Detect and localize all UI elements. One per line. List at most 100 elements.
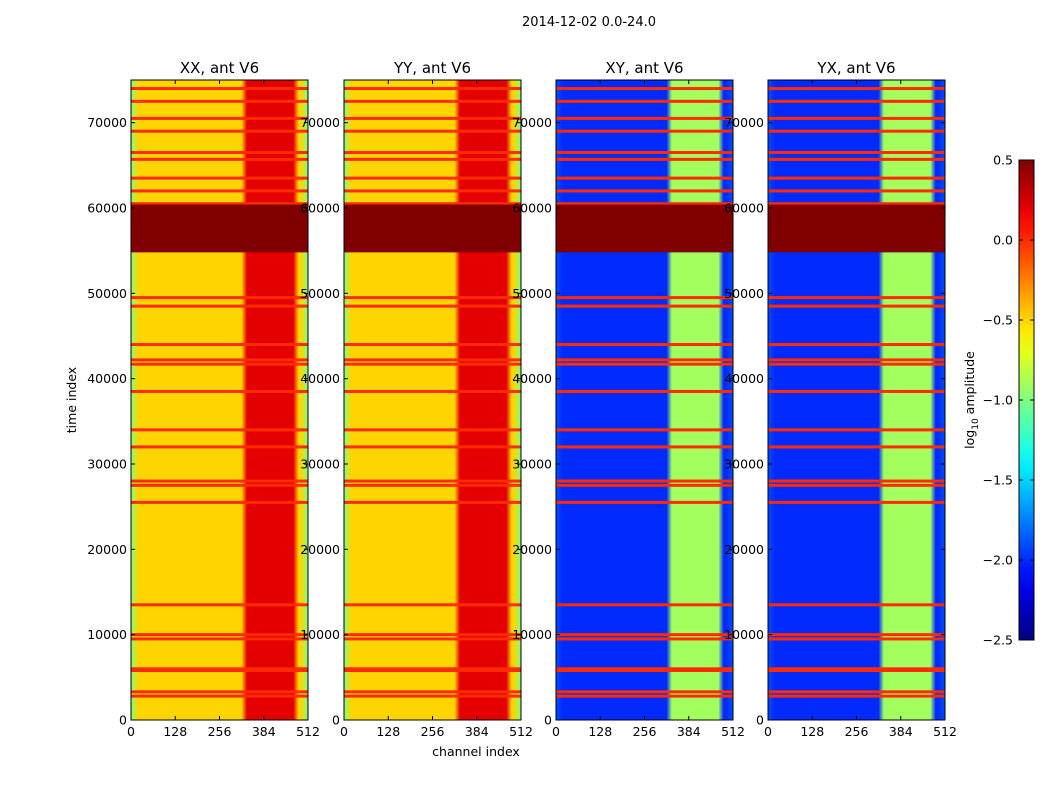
flagged-row <box>131 389 308 393</box>
flagged-row <box>768 389 945 393</box>
flagged-row <box>556 202 733 206</box>
flagged-row <box>768 667 945 671</box>
colorbar-tick-label: −2.0 <box>983 553 1013 568</box>
flagged-row <box>344 637 521 641</box>
flagged-row <box>344 667 521 671</box>
y-tick-label: 70000 <box>87 115 127 130</box>
flagged-row <box>344 157 521 161</box>
heatmap-cells <box>768 80 945 720</box>
flagged-row <box>344 362 521 366</box>
y-tick-label: 10000 <box>87 627 127 642</box>
flagged-row <box>131 690 308 694</box>
flagged-row <box>131 445 308 449</box>
flagged-row <box>768 176 945 180</box>
flagged-row <box>344 343 521 347</box>
x-tick-label: 384 <box>677 724 701 739</box>
flagged-row <box>768 358 945 362</box>
figure-title: 2014-12-02 0.0-24.0 <box>522 15 656 30</box>
x-tick-label: 512 <box>721 724 745 739</box>
flagged-row <box>556 358 733 362</box>
flagged-row <box>344 428 521 432</box>
y-tick-label: 70000 <box>512 115 552 130</box>
flagged-row <box>768 500 945 504</box>
flagged-row <box>768 151 945 155</box>
flagged-row <box>556 445 733 449</box>
flagged-row <box>131 129 308 133</box>
flagged-row <box>131 667 308 671</box>
y-tick-label: 0 <box>332 713 340 728</box>
flagged-row <box>131 479 308 483</box>
flagged-row <box>344 690 521 694</box>
colorbar-tick-label: −1.5 <box>983 473 1013 488</box>
y-tick-label: 40000 <box>87 371 127 386</box>
flagged-row <box>556 637 733 641</box>
y-tick-label: 0 <box>756 713 764 728</box>
y-tick-label: 60000 <box>300 201 340 216</box>
x-tick-label: 512 <box>933 724 957 739</box>
colorbar: 0.5 0.0 −0.5 −1.0 −1.5 −2.0 −2.5 log10 amplitud… <box>962 153 1035 648</box>
flagged-row <box>556 483 733 487</box>
flagged-row <box>344 176 521 180</box>
flagged-row <box>768 690 945 694</box>
flagged-row <box>344 500 521 504</box>
flagged-row <box>131 669 308 673</box>
flagged-row <box>344 189 521 193</box>
x-axis-label: channel index <box>432 744 520 759</box>
x-tick-label: 512 <box>296 724 320 739</box>
flagged-row <box>556 694 733 698</box>
flagged-row <box>556 296 733 300</box>
flagged-row <box>556 500 733 504</box>
panel-title: XY, ant V6 <box>605 59 683 77</box>
y-tick-label: 70000 <box>724 115 764 130</box>
heatmap-cells <box>131 80 308 720</box>
flagged-row <box>768 603 945 607</box>
saturated-block <box>556 204 733 253</box>
x-tick-label: 256 <box>208 724 232 739</box>
heatmap-cells <box>556 80 733 720</box>
flagged-row <box>556 603 733 607</box>
flagged-row <box>131 189 308 193</box>
flagged-row <box>556 116 733 120</box>
y-tick-label: 60000 <box>87 201 127 216</box>
flagged-row <box>556 87 733 91</box>
flagged-row <box>344 151 521 155</box>
x-tick-label: 384 <box>465 724 489 739</box>
flagged-row <box>131 694 308 698</box>
flagged-row <box>768 87 945 91</box>
x-tick-label: 0 <box>127 724 135 739</box>
colorbar-label: log10 amplitude <box>962 351 981 449</box>
flagged-row <box>768 428 945 432</box>
y-tick-label: 50000 <box>512 286 552 301</box>
flagged-row <box>131 151 308 155</box>
flagged-row <box>344 129 521 133</box>
flagged-row <box>768 296 945 300</box>
x-tick-label: 0 <box>764 724 772 739</box>
flagged-row <box>131 176 308 180</box>
flagged-row <box>768 669 945 673</box>
flagged-row <box>131 603 308 607</box>
y-tick-label: 40000 <box>512 371 552 386</box>
x-tick-label: 128 <box>588 724 612 739</box>
colorbar-tick-label: −2.5 <box>983 633 1013 648</box>
flagged-row <box>768 129 945 133</box>
flagged-row <box>131 343 308 347</box>
flagged-row <box>131 362 308 366</box>
colorbar-tick-label: 0.0 <box>993 233 1013 248</box>
y-tick-label: 30000 <box>724 457 764 472</box>
flagged-row <box>131 483 308 487</box>
x-tick-label: 256 <box>845 724 869 739</box>
flagged-row <box>556 362 733 366</box>
flagged-row <box>556 157 733 161</box>
flagged-row <box>131 358 308 362</box>
flagged-row <box>556 151 733 155</box>
y-tick-label: 30000 <box>300 457 340 472</box>
flagged-row <box>768 343 945 347</box>
flagged-row <box>344 87 521 91</box>
flagged-row <box>556 304 733 308</box>
x-tick-label: 256 <box>633 724 657 739</box>
flagged-row <box>768 116 945 120</box>
flagged-row <box>556 129 733 133</box>
flagged-row <box>556 669 733 673</box>
saturated-block <box>344 204 521 253</box>
x-tick-label: 0 <box>340 724 348 739</box>
